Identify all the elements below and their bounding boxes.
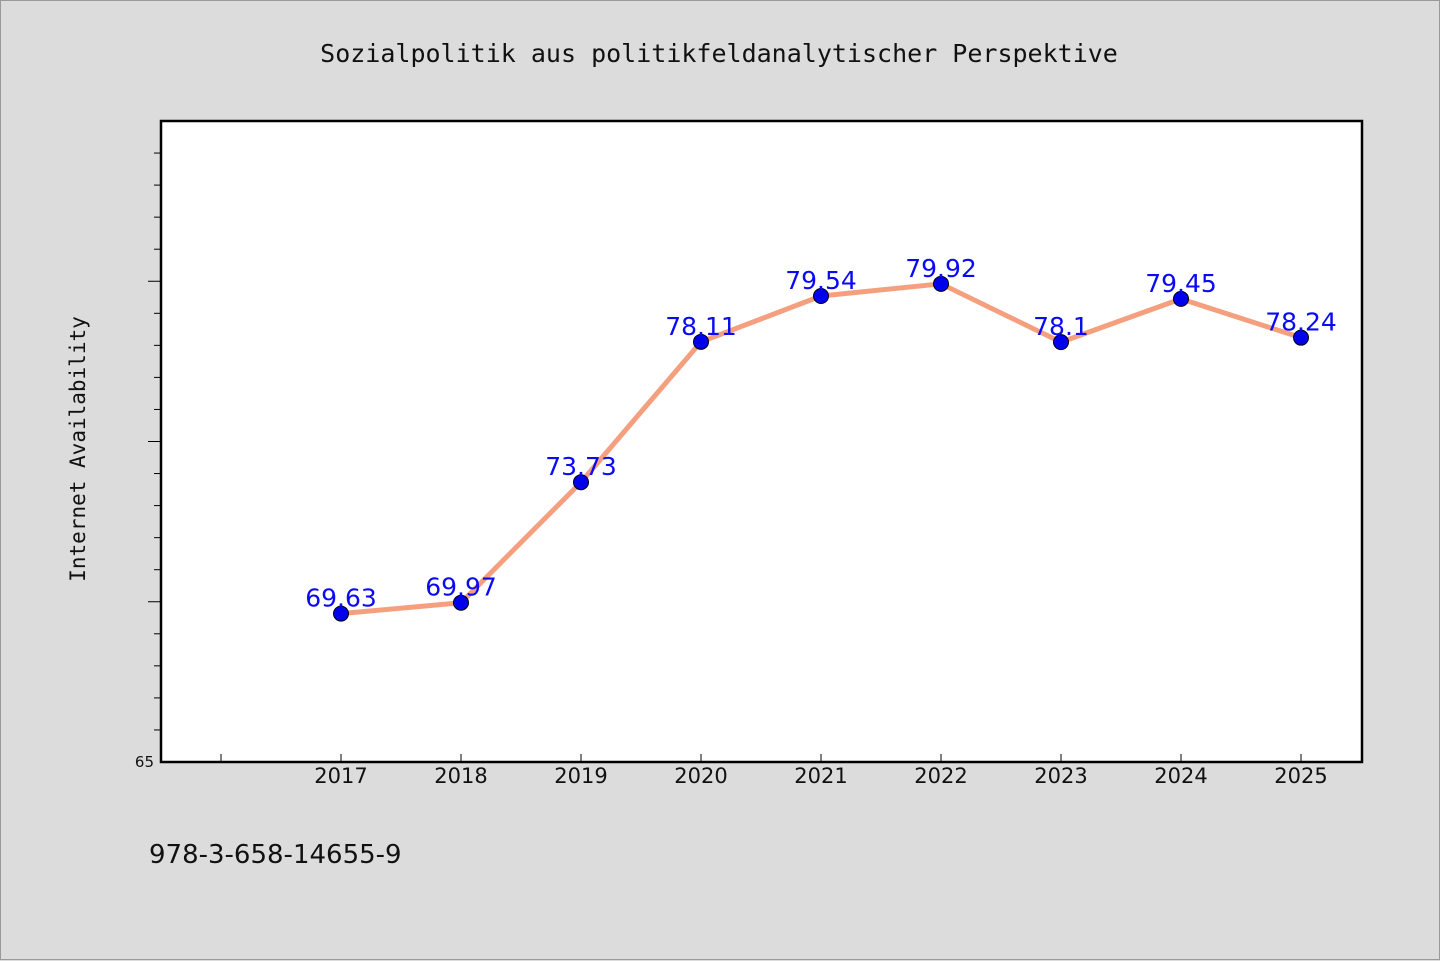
data-label: 78.11 [665, 312, 737, 341]
data-point [333, 605, 349, 622]
x-tick-label: 2018 [434, 764, 487, 788]
y-axis-ticks [148, 152, 161, 731]
data-point [1053, 334, 1069, 351]
data-point [933, 275, 949, 292]
x-tick-label: 2019 [554, 764, 607, 788]
y-tick-label: 65 [135, 753, 154, 771]
x-tick-label: 2021 [794, 764, 847, 788]
plot-area [159, 119, 1364, 764]
data-label: 78.1 [1033, 312, 1089, 341]
data-point [1173, 290, 1189, 307]
data-label: 69.63 [305, 584, 377, 613]
data-point [1293, 329, 1309, 346]
x-tick-label: 2022 [914, 764, 967, 788]
x-tick-label: 2017 [314, 764, 367, 788]
y-axis-label: Internet Availability [66, 316, 90, 582]
x-tick-label: 2020 [674, 764, 727, 788]
x-tick-label: 2024 [1154, 764, 1207, 788]
data-label: 79.92 [905, 254, 977, 283]
x-tick-label: 2023 [1034, 764, 1087, 788]
data-label: 78.24 [1265, 308, 1337, 337]
x-axis-ticks: 2017 2018 2019 2020 2021 2022 2023 2024 2025 [220, 754, 1328, 788]
data-label: 73.73 [545, 452, 617, 481]
series-layer [333, 275, 1309, 622]
x-tick-label: 2025 [1274, 764, 1327, 788]
data-point [573, 474, 589, 491]
data-label: 69.97 [425, 573, 497, 602]
isbn-text: 978-3-658-14655-9 [149, 840, 402, 870]
data-point [693, 333, 709, 350]
data-label: 79.45 [1145, 269, 1217, 298]
data-point [813, 287, 829, 304]
data-label: 79.54 [785, 266, 857, 295]
data-point [453, 594, 469, 611]
chart-title: Sozialpolitik aus politikfeldanalytische… [320, 39, 1118, 68]
data-label-layer: 69.63 69.97 73.73 78.11 79.54 79.92 78.1 79.45 7… [305, 254, 1337, 613]
